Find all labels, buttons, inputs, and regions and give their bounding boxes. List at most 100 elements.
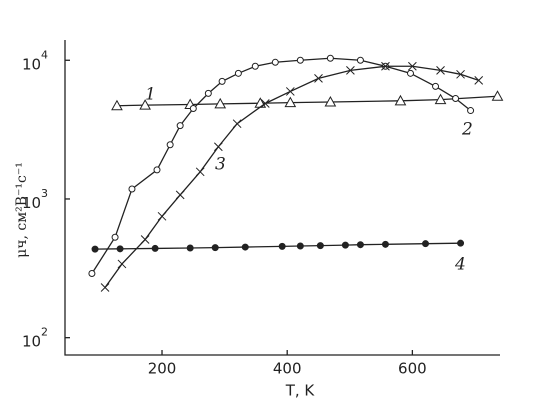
x-tick-label: 200 [148, 360, 177, 378]
marker [456, 69, 465, 79]
data-point [128, 185, 136, 193]
data-point [324, 95, 337, 107]
data-point [346, 65, 355, 75]
marker [381, 61, 390, 71]
marker [204, 89, 212, 97]
marker [211, 244, 219, 252]
marker [406, 69, 414, 77]
data-point [316, 242, 324, 250]
marker [452, 95, 460, 103]
data-point [422, 240, 430, 248]
marker [408, 61, 417, 71]
marker [218, 77, 226, 85]
marker [394, 94, 407, 106]
marker [166, 141, 174, 149]
data-point [111, 233, 119, 241]
marker [91, 245, 99, 253]
data-point [91, 245, 99, 253]
data-point [394, 94, 407, 106]
marker [346, 65, 355, 75]
marker [457, 239, 465, 247]
marker [88, 270, 96, 278]
data-point [189, 105, 197, 113]
data-point [166, 141, 174, 149]
marker [436, 65, 445, 75]
marker [139, 99, 151, 110]
marker [278, 242, 286, 250]
data-point [139, 99, 151, 110]
marker [296, 242, 304, 250]
y-tick-exponent: 3 [41, 187, 48, 200]
x-tick-label: 600 [398, 360, 427, 378]
series-label: 2 [461, 120, 473, 140]
marker [260, 99, 270, 108]
marker [157, 211, 167, 221]
marker [213, 142, 223, 152]
y-tick-label: 104 [22, 48, 48, 73]
marker [189, 105, 197, 113]
marker [234, 69, 242, 77]
marker [422, 240, 430, 248]
marker [474, 76, 484, 85]
x-axis-label: T, K [285, 382, 316, 400]
marker [341, 241, 349, 249]
marker [432, 82, 440, 90]
marker [381, 240, 389, 248]
data-point [157, 211, 167, 221]
axes [64, 40, 500, 356]
marker [285, 87, 295, 96]
marker [116, 245, 124, 253]
data-point [408, 61, 417, 71]
series-line [95, 242, 461, 250]
data-point [436, 65, 445, 75]
marker [434, 93, 447, 105]
data-point [260, 99, 270, 108]
y-axis-label: μч, см²В⁻¹с⁻¹ [14, 162, 30, 258]
data-point [176, 122, 184, 130]
marker [151, 244, 159, 252]
data-point [213, 142, 223, 152]
series-label: 4 [454, 255, 466, 275]
marker [326, 54, 334, 62]
marker [140, 235, 150, 244]
y-tick-label: 103 [22, 187, 48, 212]
data-point [406, 69, 414, 77]
data-point [186, 244, 194, 252]
marker [176, 122, 184, 130]
data-point [175, 190, 185, 200]
marker [100, 283, 110, 292]
data-point [278, 242, 286, 250]
data-point [474, 76, 484, 85]
data-point [285, 87, 295, 96]
data-point [195, 167, 205, 177]
marker [232, 119, 242, 129]
data-point [491, 90, 504, 101]
y-tick-base: 10 [22, 332, 41, 350]
marker [241, 243, 249, 251]
marker [356, 56, 364, 64]
data-point [218, 77, 226, 85]
data-point [284, 96, 297, 108]
data-point [314, 74, 323, 83]
marker [186, 244, 194, 252]
series-label: 3 [215, 155, 226, 175]
data-point [452, 95, 460, 103]
y-tick-exponent: 2 [41, 326, 48, 339]
data-point [111, 99, 123, 111]
series-label: 1 [145, 85, 156, 105]
series-line [116, 95, 498, 107]
data-point [467, 107, 475, 115]
data-point [116, 245, 124, 253]
marker [251, 62, 259, 70]
marker [271, 58, 279, 66]
x-tick-label: 400 [273, 360, 302, 378]
data-point [241, 243, 249, 251]
data-point [456, 69, 465, 79]
y-tick-base: 10 [22, 55, 41, 73]
y-tick-label: 102 [22, 326, 48, 351]
data-point [341, 241, 349, 249]
marker [491, 90, 504, 101]
data-point [251, 62, 259, 70]
marker [467, 107, 475, 115]
marker [111, 233, 119, 241]
